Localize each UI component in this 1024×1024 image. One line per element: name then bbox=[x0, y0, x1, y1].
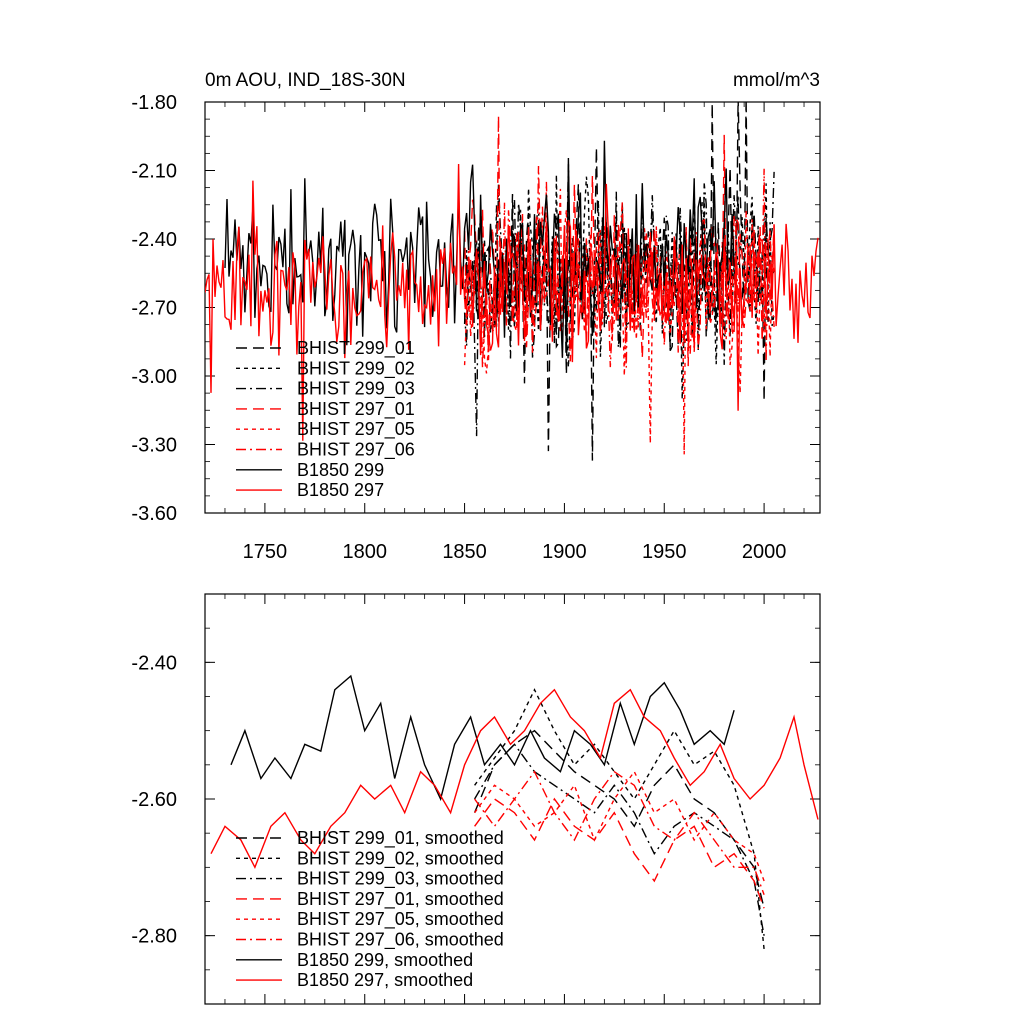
bottom-y-axis: -2.40 -2.60 -2.80 bbox=[131, 593, 820, 1005]
x-tick-label: 1950 bbox=[642, 541, 687, 563]
y-tick-label: -2.60 bbox=[131, 789, 177, 811]
x-tick-label: 1750 bbox=[243, 541, 288, 563]
legend-label: BHIST 299_01, smoothed bbox=[297, 828, 504, 849]
top-y-axis: -1.80 -2.10 -2.40 -2.70 -3.00 -3.30 -3.60 bbox=[131, 92, 820, 525]
x-tick-label: 1800 bbox=[342, 541, 387, 563]
bottom-series-group bbox=[210, 674, 819, 950]
legend-label: B1850 299 bbox=[297, 460, 384, 480]
series-line bbox=[474, 770, 765, 895]
legend-label: BHIST 297_01 bbox=[297, 399, 415, 420]
top-series-group bbox=[205, 102, 819, 461]
legend-label: BHIST 297_05 bbox=[297, 419, 415, 440]
y-tick-label: -3.00 bbox=[131, 366, 177, 388]
series-line bbox=[230, 674, 735, 802]
y-tick-label: -2.40 bbox=[131, 229, 177, 251]
x-tick-label: 1850 bbox=[442, 541, 487, 563]
series-line bbox=[474, 770, 765, 882]
top-panel: 0m AOU, IND_18S-30N mmol/m^3 -1.80-2.10-… bbox=[131, 70, 821, 563]
legend-label: B1850 297 bbox=[297, 480, 384, 500]
x-tick-label: 2000 bbox=[742, 541, 787, 563]
y-tick-label: -1.80 bbox=[131, 92, 177, 114]
bottom-x-axis bbox=[224, 594, 805, 1004]
series-line bbox=[473, 729, 765, 909]
legend-label: BHIST 299_02, smoothed bbox=[297, 848, 504, 869]
legend-label: BHIST 299_03, smoothed bbox=[297, 869, 504, 890]
legend-label: BHIST 297_01, smoothed bbox=[297, 889, 504, 910]
legend-label: BHIST 299_03 bbox=[297, 379, 415, 400]
y-tick-label: -3.60 bbox=[131, 503, 177, 525]
legend-label: BHIST 299_01 bbox=[297, 338, 415, 359]
x-tick-label: 1900 bbox=[542, 541, 587, 563]
y-tick-label: -2.40 bbox=[131, 652, 177, 674]
legend-label: BHIST 297_06, smoothed bbox=[297, 930, 504, 951]
y-tick-label: -3.30 bbox=[131, 435, 177, 457]
legend-label: B1850 299, smoothed bbox=[297, 950, 473, 970]
bottom-panel: -2.40-2.60-2.80 BHIST 299_01, smoothedBH… bbox=[131, 593, 821, 1005]
legend-label: B1850 297, smoothed bbox=[297, 970, 473, 990]
legend-label: BHIST 299_02 bbox=[297, 358, 415, 379]
series-line bbox=[205, 163, 819, 441]
legend-label: BHIST 297_06 bbox=[297, 440, 415, 461]
chart-title: 0m AOU, IND_18S-30N bbox=[205, 70, 406, 91]
series-line bbox=[463, 188, 775, 455]
y-tick-label: -2.10 bbox=[131, 161, 177, 183]
series-line bbox=[474, 688, 765, 950]
series-line bbox=[473, 743, 765, 936]
y-tick-label: -2.70 bbox=[131, 298, 177, 320]
units-label: mmol/m^3 bbox=[733, 70, 820, 91]
series-line bbox=[210, 688, 819, 870]
series-line bbox=[474, 797, 765, 909]
top-x-axis: 1750 1800 1850 1900 1950 2000 bbox=[224, 102, 805, 563]
legend-label: BHIST 297_05, smoothed bbox=[297, 909, 504, 930]
y-tick-label: -2.80 bbox=[131, 926, 177, 948]
